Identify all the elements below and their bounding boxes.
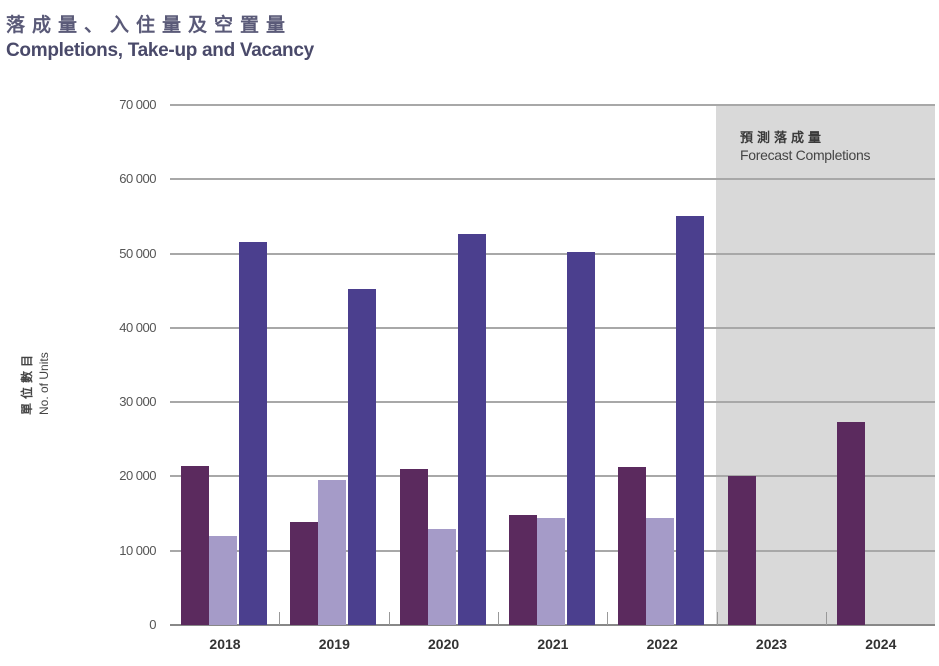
take-up-bar bbox=[536, 518, 565, 625]
chart-title-en: Completions, Take-up and Vacancy bbox=[6, 40, 314, 61]
vacancy-bar bbox=[566, 252, 595, 625]
y-tick-label: 0 bbox=[149, 617, 156, 632]
x-tick bbox=[825, 612, 827, 625]
y-tick-label: 10 000 bbox=[119, 542, 156, 558]
y-tick-label: 40 000 bbox=[119, 319, 156, 335]
vacancy-bar bbox=[348, 289, 377, 625]
forecast-label-en: Forecast Completions bbox=[740, 147, 871, 163]
x-tick bbox=[388, 612, 390, 625]
y-tick-label: 60 000 bbox=[119, 171, 156, 187]
vacancy-bar bbox=[457, 234, 486, 625]
x-tick-label: 2019 bbox=[318, 636, 350, 652]
completions-bar bbox=[181, 466, 209, 625]
gridline bbox=[170, 178, 935, 181]
completions-bar bbox=[290, 521, 319, 625]
x-tick-label: 2023 bbox=[755, 636, 788, 652]
x-axis-line bbox=[170, 624, 935, 626]
gridline bbox=[170, 252, 935, 255]
y-tick-label: 50 000 bbox=[119, 245, 156, 261]
y-tick-label: 20 000 bbox=[119, 468, 156, 484]
x-tick bbox=[279, 612, 281, 625]
x-tick-label: 2020 bbox=[428, 636, 460, 652]
x-tick-label: 2022 bbox=[646, 636, 678, 652]
y-axis-label: 單位數目 No. of Units bbox=[18, 351, 51, 415]
x-tick bbox=[497, 612, 499, 625]
x-tick-label: 2021 bbox=[537, 636, 569, 652]
x-tick-label: 2024 bbox=[865, 636, 897, 652]
y-axis-label-zh: 單位數目 bbox=[20, 350, 34, 415]
completions-bar bbox=[508, 515, 537, 625]
y-axis-label-en: No. of Units bbox=[37, 352, 51, 415]
take-up-bar bbox=[209, 535, 237, 625]
vacancy-bar bbox=[676, 216, 705, 625]
take-up-bar bbox=[427, 529, 456, 625]
forecast-label-zh: 預測落成量 bbox=[740, 131, 826, 146]
chart-title-zh: 落成量、入住量及空置量 bbox=[6, 14, 293, 36]
y-tick-label: 70 000 bbox=[119, 97, 156, 112]
gridline bbox=[170, 475, 935, 478]
x-tick-label: 2018 bbox=[209, 636, 241, 652]
x-tick bbox=[716, 612, 718, 625]
completions-bar bbox=[618, 466, 647, 625]
gridline bbox=[170, 104, 935, 106]
y-tick-label: 30 000 bbox=[119, 394, 156, 410]
completions-bar bbox=[836, 422, 865, 625]
forecast-label: 預測落成量 Forecast Completions bbox=[740, 127, 870, 163]
x-tick bbox=[607, 612, 609, 625]
vacancy-bar bbox=[239, 242, 267, 625]
completions-bar bbox=[727, 476, 756, 625]
gridline bbox=[170, 326, 935, 329]
gridline bbox=[170, 401, 935, 404]
take-up-bar bbox=[318, 480, 347, 625]
completions-bar bbox=[399, 469, 428, 625]
take-up-bar bbox=[646, 518, 675, 625]
